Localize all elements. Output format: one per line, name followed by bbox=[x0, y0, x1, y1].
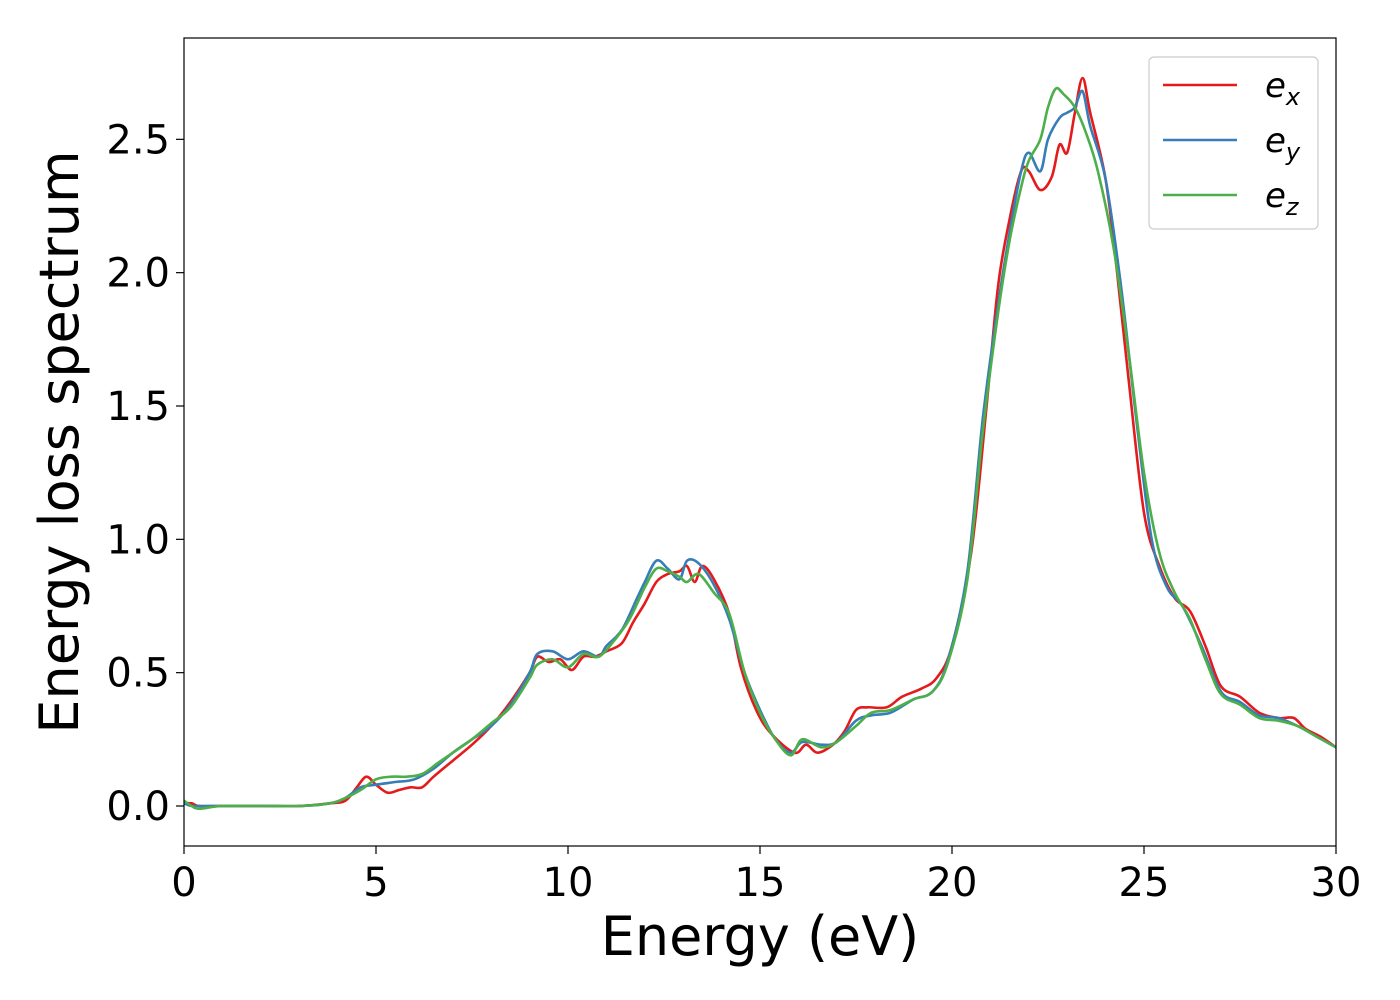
x-tick-label: 5 bbox=[363, 860, 388, 906]
y-tick-label: 1.5 bbox=[106, 384, 170, 430]
x-tick-label: 30 bbox=[1311, 860, 1362, 906]
x-axis-ticks: 0 5 10 15 20 25 30 bbox=[171, 846, 1361, 906]
x-tick-label: 25 bbox=[1119, 860, 1170, 906]
x-tick-label: 15 bbox=[735, 860, 786, 906]
x-tick-label: 20 bbox=[927, 860, 978, 906]
y-axis-ticks: 0.0 0.5 1.0 1.5 2.0 2.5 bbox=[106, 117, 184, 830]
x-axis-label: Energy (eV) bbox=[601, 905, 920, 968]
plot-lines bbox=[184, 76, 1336, 810]
legend-label-y: ey bbox=[1265, 121, 1301, 166]
x-tick-label: 10 bbox=[543, 860, 594, 906]
x-tick-label: 0 bbox=[171, 860, 196, 906]
legend-box bbox=[1148, 56, 1319, 230]
legend: ex ey ez bbox=[1148, 56, 1319, 230]
y-tick-label: 2.0 bbox=[106, 251, 170, 297]
series-line-z bbox=[184, 86, 1336, 810]
y-tick-label: 2.5 bbox=[106, 117, 170, 163]
y-tick-label: 1.0 bbox=[106, 517, 170, 563]
y-tick-label: 0.0 bbox=[106, 784, 170, 830]
y-axis-label: Energy loss spectrum bbox=[28, 150, 91, 733]
legend-label-x: ex bbox=[1265, 66, 1301, 111]
y-tick-label: 0.5 bbox=[106, 651, 170, 697]
legend-label-z: ez bbox=[1265, 176, 1300, 221]
